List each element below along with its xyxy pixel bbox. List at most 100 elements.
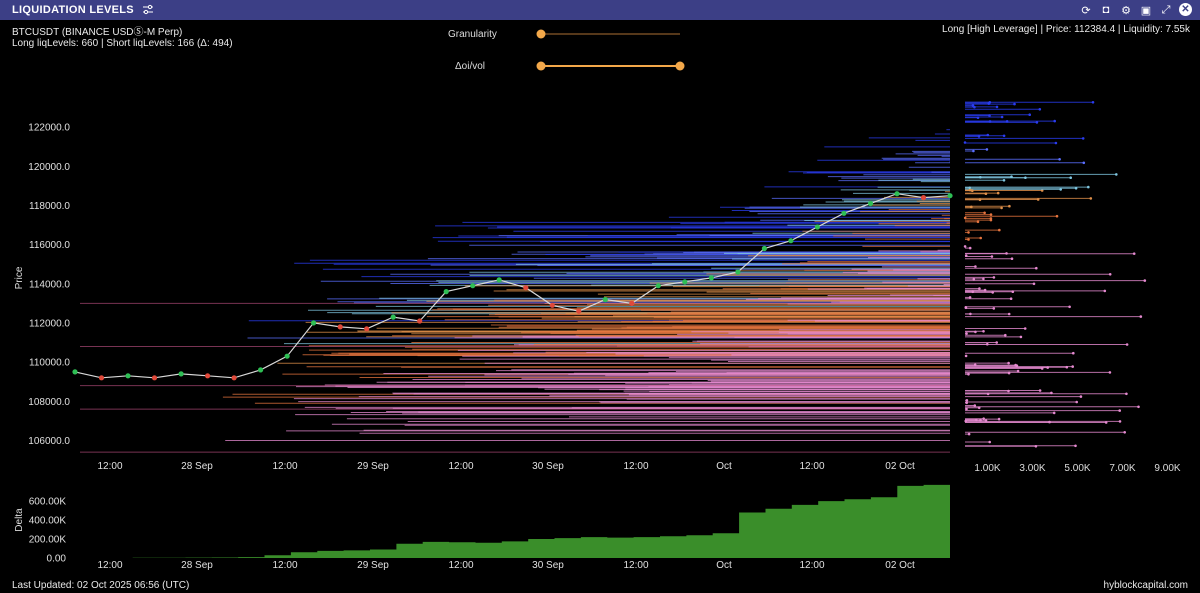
- profile-point: [968, 296, 972, 299]
- profile-point: [967, 373, 970, 376]
- profile-point: [1072, 351, 1075, 355]
- close-icon[interactable]: ✕: [1179, 3, 1192, 16]
- time-tick-label: 02 Oct: [885, 461, 915, 472]
- profile-point: [982, 417, 985, 421]
- profile-point: [998, 228, 1001, 232]
- profile-point: [1028, 113, 1031, 116]
- delta-tick-label: 0.00: [47, 554, 67, 565]
- profile-point: [979, 236, 982, 240]
- profile-point: [967, 238, 970, 241]
- delta-axis-label: Delta: [14, 508, 25, 532]
- profile-point: [1008, 204, 1011, 208]
- profile-point: [1071, 365, 1074, 368]
- price-point: [708, 275, 715, 281]
- price-tick-label: 106000.0: [28, 436, 70, 447]
- profile-point: [1069, 176, 1072, 179]
- price-point: [629, 300, 635, 306]
- delta-handle-min[interactable]: [536, 61, 546, 71]
- profile-point: [1036, 198, 1040, 201]
- profile-point: [1081, 137, 1085, 140]
- profile-point: [997, 417, 1001, 421]
- profile-point: [1082, 161, 1086, 165]
- profile-tick-label: 7.00K: [1109, 463, 1135, 474]
- delta-area: [80, 484, 950, 558]
- profile-point: [982, 330, 985, 333]
- window-title: LIQUIDATION LEVELS: [12, 4, 134, 16]
- delta-oi-vol-label: Δoi/vol: [455, 61, 486, 72]
- profile-tick-label: 1.00K: [974, 463, 1000, 474]
- axes: 106000.0 108000.0 110000.0 112000.0 114000.0…: [28, 123, 915, 571]
- profile-point: [1038, 389, 1042, 392]
- profile-point: [1002, 134, 1006, 138]
- price-axis-label: Price: [14, 266, 25, 289]
- delta-time-tick-label: 29 Sep: [357, 560, 389, 571]
- delta-time-tick-label: 12:00: [97, 560, 122, 571]
- camera-icon[interactable]: ◘: [1102, 4, 1110, 16]
- profile-point: [1123, 431, 1126, 434]
- time-tick-label: 30 Sep: [532, 461, 564, 472]
- profile-point: [1024, 176, 1027, 179]
- price-point: [72, 369, 78, 375]
- sliders-icon[interactable]: [142, 4, 154, 16]
- price-point: [841, 210, 847, 216]
- profile-point: [1143, 279, 1147, 282]
- price-point: [337, 324, 343, 330]
- liquidity-profile: 1.00K 3.00K 5.00K 7.00K 9.00K: [963, 101, 1181, 474]
- profile-point: [985, 148, 989, 151]
- profile-point: [1137, 405, 1140, 409]
- gear-icon[interactable]: ⚙: [1121, 4, 1131, 17]
- price-point: [496, 277, 502, 283]
- profile-point: [972, 149, 975, 153]
- profile-point: [964, 306, 968, 310]
- price-point: [390, 314, 396, 320]
- profile-point: [967, 432, 971, 436]
- price-point: [867, 200, 874, 207]
- time-tick-label: Oct: [716, 461, 732, 472]
- profile-point: [1032, 282, 1036, 286]
- price-point: [151, 375, 158, 381]
- delta-oi-vol-slider[interactable]: [536, 61, 685, 71]
- profile-point: [964, 354, 968, 358]
- refresh-icon[interactable]: ⟳: [1081, 4, 1091, 17]
- profile-point: [1052, 411, 1056, 415]
- price-point: [523, 285, 529, 291]
- delta-time-tick-label: 30 Sep: [532, 560, 564, 571]
- price-point: [284, 353, 290, 359]
- profile-point: [977, 135, 981, 138]
- profile-point: [1035, 266, 1038, 270]
- profile-point: [973, 404, 977, 407]
- profile-point: [1091, 101, 1095, 104]
- price-tick-label: 120000.0: [28, 162, 70, 173]
- time-tick-label: 12:00: [272, 461, 297, 472]
- delta-time-tick-label: 12:00: [623, 560, 648, 571]
- profile-point: [963, 245, 967, 248]
- expand-icon[interactable]: ⤢: [1161, 3, 1171, 16]
- profile-point: [1054, 141, 1058, 145]
- time-tick-label: 12:00: [799, 461, 824, 472]
- price-point: [178, 371, 184, 377]
- brand-link[interactable]: hyblockcapital.com: [1103, 580, 1188, 591]
- price-tick-label: 110000.0: [29, 358, 70, 369]
- price-point: [443, 289, 449, 295]
- profile-point: [986, 133, 990, 137]
- profile-point: [979, 176, 982, 179]
- profile-point: [984, 419, 988, 422]
- profile-point: [974, 265, 977, 268]
- profile-point: [1013, 102, 1016, 106]
- profile-point: [1007, 312, 1011, 316]
- save-icon[interactable]: ▣: [1140, 4, 1152, 17]
- granularity-slider[interactable]: [536, 29, 681, 39]
- granularity-handle[interactable]: [536, 29, 546, 39]
- profile-point: [1115, 173, 1118, 176]
- price-point: [735, 269, 741, 275]
- profile-point: [1014, 363, 1017, 367]
- delta-time-tick-label: 12:00: [799, 560, 824, 571]
- profile-point: [1019, 335, 1023, 339]
- price-point: [894, 191, 900, 197]
- profile-tick-label: 3.00K: [1019, 463, 1045, 474]
- profile-point: [1118, 409, 1121, 412]
- profile-point: [1011, 290, 1015, 294]
- profile-point: [989, 213, 993, 216]
- delta-handle-max[interactable]: [675, 61, 685, 71]
- price-point: [761, 245, 768, 252]
